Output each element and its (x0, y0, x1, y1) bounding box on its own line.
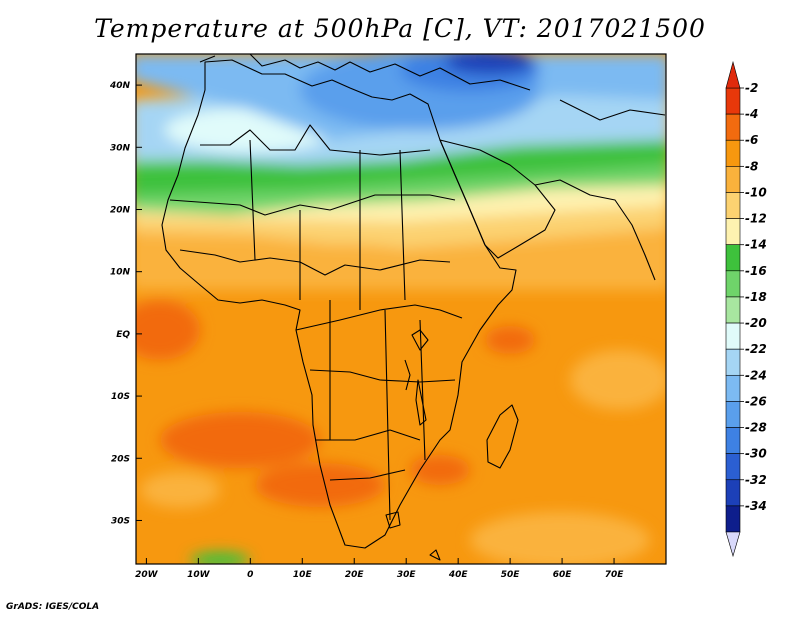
lat-tick-label: 40N (109, 81, 131, 91)
colorbar-swatch (725, 218, 741, 246)
lat-tick-label: 10N (110, 268, 131, 278)
colorbar-label: -16 (745, 264, 767, 278)
colorbar-label: -14 (745, 238, 767, 252)
colorbar-label: -2 (745, 81, 758, 95)
lon-tick-label: 10W (187, 570, 211, 580)
colorbar-swatch (725, 244, 741, 272)
colorbar-swatch (725, 139, 741, 167)
lat-tick-label: 20N (110, 205, 131, 215)
colorbar: -2 -4 -6 -8 -10 -12 -14 -16 -18 -20 -22 -24 -26 -28 -3… (725, 60, 767, 558)
colorbar-swatch (725, 270, 741, 298)
colorbar-swatch (725, 166, 741, 193)
chart-title: Temperature at 500hPa [C], VT: 201702150… (94, 14, 706, 43)
longitude-axis: 20W 10W 0 10E 20E 30E 40E 50E 60E 70E (135, 558, 624, 580)
map-frame (135, 53, 667, 565)
lon-tick-label: 0 (247, 570, 253, 580)
colorbar-swatch (725, 192, 741, 219)
colorbar-label: -32 (745, 473, 767, 487)
lat-tick-label: 20S (111, 454, 130, 464)
colorbar-label: -10 (745, 185, 767, 199)
colorbar-swatch (725, 427, 741, 454)
lon-tick-label: 40E (448, 570, 469, 580)
colorbar-swatch (725, 296, 741, 324)
lon-tick-label: 50E (501, 570, 521, 580)
colorbar-label: -6 (745, 133, 758, 147)
coastlines (161, 54, 666, 561)
lat-tick-label: 30N (110, 143, 131, 153)
colorbar-swatch (725, 113, 741, 141)
lon-tick-label: 30E (397, 570, 417, 580)
colorbar-bottom-arrow (725, 531, 741, 558)
colorbar-label: -34 (745, 499, 767, 513)
colorbar-swatch (725, 374, 741, 402)
colorbar-label: -8 (745, 159, 758, 173)
lon-tick-label: 20W (135, 570, 159, 580)
colorbar-swatch (725, 401, 741, 428)
lon-tick-label: 60E (553, 570, 573, 580)
lat-tick-label: 10S (111, 392, 130, 402)
lat-tick-label: 30S (111, 516, 130, 526)
colorbar-label: -30 (745, 447, 767, 461)
colorbar-label: -12 (745, 212, 767, 226)
lon-tick-label: 70E (605, 570, 625, 580)
colorbar-swatch (725, 505, 741, 533)
colorbar-swatch (725, 322, 741, 350)
colorbar-label: -4 (745, 107, 758, 121)
colorbar-label: -28 (745, 421, 767, 435)
lat-tick-label: EQ (116, 330, 130, 340)
colorbar-top-arrow (725, 60, 741, 89)
lon-tick-label: 20E (345, 570, 365, 580)
latitude-axis: 40N 30N 20N 10N EQ 10S 20S 30S (109, 81, 142, 526)
temperature-field (136, 54, 666, 564)
colorbar-label: -24 (745, 368, 767, 382)
colorbar-label: -18 (745, 290, 767, 304)
grads-credit: GrADS: IGES/COLA (6, 602, 100, 612)
colorbar-swatch (725, 479, 741, 507)
colorbar-swatch (725, 348, 741, 376)
colorbar-swatch (725, 87, 741, 115)
colorbar-swatch (725, 453, 741, 481)
colorbar-label: -22 (745, 342, 767, 356)
colorbar-label: -20 (745, 316, 767, 330)
lon-tick-label: 10E (293, 570, 313, 580)
colorbar-label: -26 (745, 394, 767, 408)
